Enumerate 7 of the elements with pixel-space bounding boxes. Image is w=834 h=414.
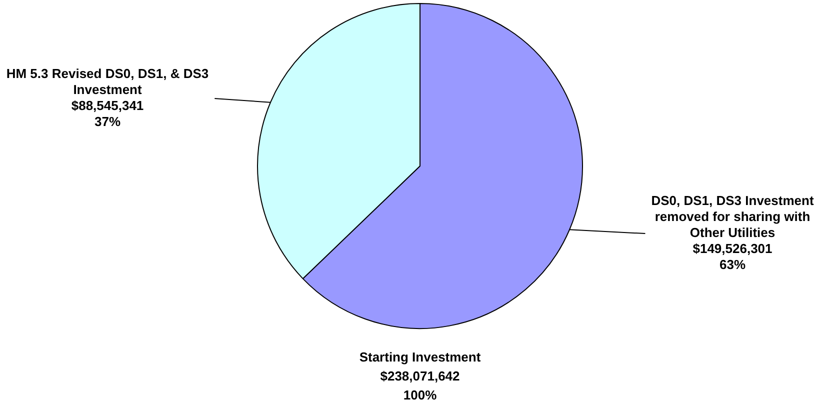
text: Starting Investment [359, 350, 482, 365]
data-label: $88,545,341 37% [71, 98, 144, 130]
text: 100% [403, 388, 438, 403]
slice-label: DS0, DS1, DS3 Investment removed for sharing with Other Utilities [651, 193, 814, 240]
slice-label: HM 5.3 Revised DS0, DS1, & DS3 Investment [6, 66, 209, 98]
text: $238,071,642 [380, 368, 460, 384]
data-label: $149,526,301 63% [692, 241, 772, 272]
